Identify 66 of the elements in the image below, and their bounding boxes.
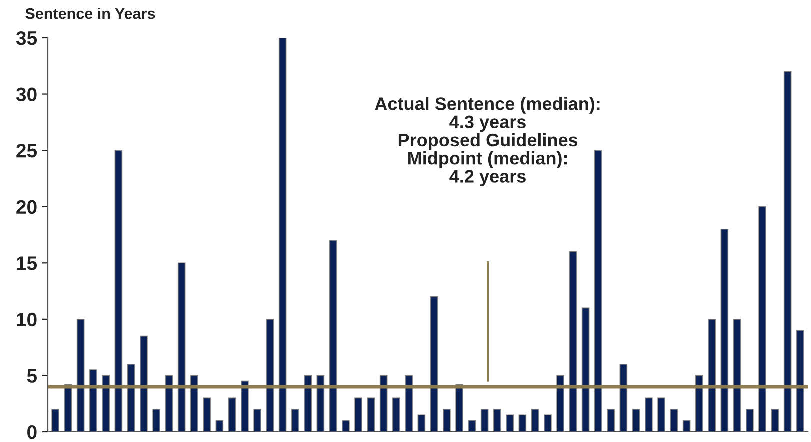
bar xyxy=(670,409,678,432)
bar xyxy=(771,409,780,432)
bar xyxy=(152,409,160,432)
bar xyxy=(594,150,602,432)
y-tick-label: 0 xyxy=(28,425,37,440)
bar xyxy=(645,398,653,432)
bar xyxy=(544,414,552,432)
bar xyxy=(90,370,98,432)
bar xyxy=(266,319,274,432)
bar xyxy=(178,262,186,432)
y-tick-label: 5 xyxy=(27,369,38,383)
bar xyxy=(443,409,451,432)
y-tick-label: 20 xyxy=(16,200,37,214)
y-tick-label: 15 xyxy=(17,256,38,270)
bar xyxy=(392,398,400,432)
bar xyxy=(52,409,60,432)
bar xyxy=(696,375,704,432)
bar xyxy=(784,71,792,432)
bar xyxy=(76,319,85,432)
y-tick-label: 10 xyxy=(17,312,37,327)
bar xyxy=(480,409,489,432)
bar xyxy=(468,420,476,432)
bar xyxy=(733,319,742,432)
bar xyxy=(102,375,110,432)
bar xyxy=(556,375,564,432)
bar xyxy=(304,375,312,432)
bar xyxy=(190,375,198,432)
y-tick-label: 35 xyxy=(16,31,38,46)
bar xyxy=(418,414,426,432)
bar xyxy=(494,409,502,432)
bar xyxy=(607,409,615,432)
y-tick-label: 30 xyxy=(16,88,37,102)
annotation: Actual Sentence (median): 4.3 years Proposed Guidelines Midpoint (median): 4.2 years xyxy=(375,97,600,186)
bar xyxy=(658,398,666,432)
bar xyxy=(228,398,236,432)
bar xyxy=(216,420,224,432)
bar xyxy=(518,414,527,432)
bar xyxy=(569,251,578,432)
bar xyxy=(127,364,136,432)
bar xyxy=(506,414,514,432)
bar xyxy=(354,398,362,432)
bar xyxy=(329,240,338,432)
bar xyxy=(342,420,350,432)
bar xyxy=(456,384,464,432)
bar xyxy=(758,206,766,432)
bar xyxy=(254,409,262,432)
bar xyxy=(582,308,590,432)
bar xyxy=(531,409,540,432)
bar xyxy=(632,409,640,432)
y-tick-label: 25 xyxy=(16,144,38,158)
bar xyxy=(746,409,754,432)
y-axis-title: Sentence in Years xyxy=(26,8,156,20)
bar xyxy=(241,380,249,432)
bar xyxy=(405,375,413,432)
bar xyxy=(140,336,148,432)
bar xyxy=(620,364,628,432)
bar xyxy=(292,409,300,432)
bar xyxy=(203,398,211,432)
bar xyxy=(114,150,123,432)
bar xyxy=(682,420,691,432)
bar xyxy=(720,228,729,432)
bar xyxy=(367,398,376,432)
bar xyxy=(430,296,438,432)
bar xyxy=(708,319,716,432)
bar xyxy=(796,330,804,432)
bar xyxy=(278,38,287,432)
